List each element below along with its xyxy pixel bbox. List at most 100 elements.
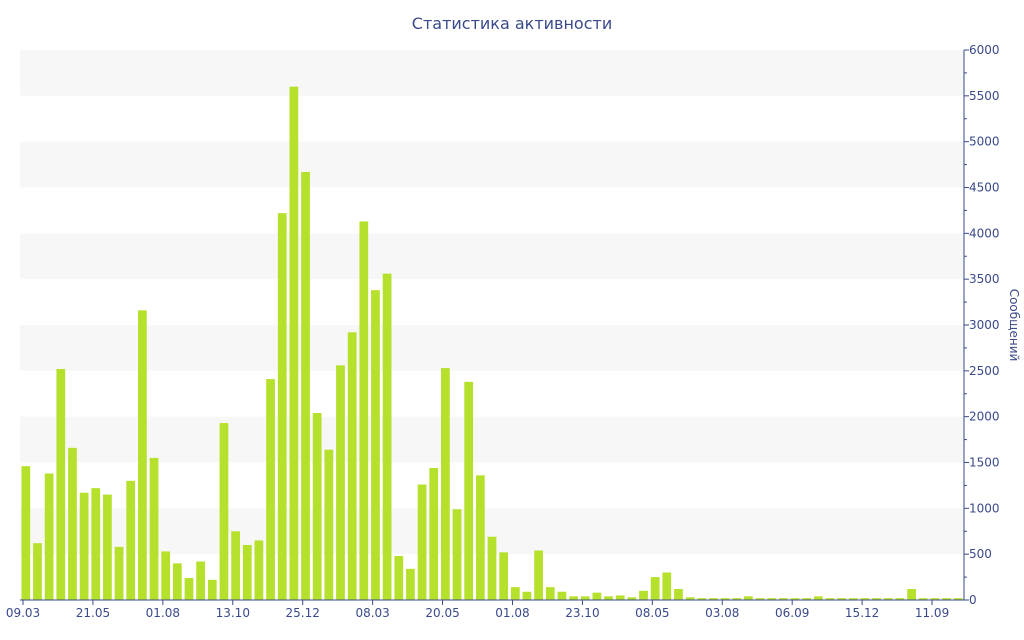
y-tick-label: 5500: [969, 89, 1000, 103]
bar[interactable]: [580, 596, 590, 600]
bar[interactable]: [452, 509, 462, 600]
bar[interactable]: [44, 473, 54, 601]
bar[interactable]: [674, 589, 683, 600]
bar[interactable]: [522, 591, 532, 600]
bar[interactable]: [662, 572, 672, 601]
bar[interactable]: [289, 86, 299, 601]
bar[interactable]: [545, 587, 555, 600]
bar[interactable]: [406, 568, 415, 600]
bar[interactable]: [196, 561, 206, 601]
bar[interactable]: [21, 466, 31, 600]
bar[interactable]: [417, 484, 427, 601]
bar[interactable]: [161, 551, 171, 600]
x-tick-label: 01.08: [495, 606, 529, 620]
bar[interactable]: [860, 598, 870, 600]
grid-band: [20, 50, 964, 96]
bar[interactable]: [184, 578, 194, 600]
bar[interactable]: [464, 381, 474, 600]
bar[interactable]: [301, 171, 310, 601]
bar[interactable]: [138, 310, 147, 600]
y-tick-label: 2000: [969, 410, 1000, 424]
y-tick-label: 3000: [969, 318, 1000, 332]
y-tick-label: 3500: [969, 272, 1000, 286]
bar[interactable]: [872, 598, 881, 600]
x-tick-label: 15.12: [845, 606, 879, 620]
y-tick-label: 4000: [969, 226, 1000, 240]
y-axis-ticks: 0 500 1000 1500 2000 2500 3000 3500 4000 4500 5000…: [964, 43, 1000, 607]
bar[interactable]: [359, 221, 369, 601]
bar[interactable]: [534, 550, 543, 601]
bar[interactable]: [487, 536, 497, 600]
bar[interactable]: [126, 480, 136, 600]
bar[interactable]: [767, 598, 777, 600]
x-tick-label: 20.05: [425, 606, 459, 620]
bar[interactable]: [813, 596, 823, 600]
bar[interactable]: [697, 598, 707, 600]
bar[interactable]: [91, 488, 101, 600]
bar[interactable]: [277, 213, 287, 601]
bar[interactable]: [685, 597, 695, 600]
bar[interactable]: [429, 468, 439, 600]
bar[interactable]: [720, 598, 730, 600]
bar[interactable]: [918, 598, 928, 600]
bar[interactable]: [242, 545, 252, 600]
bar[interactable]: [371, 290, 380, 600]
bar[interactable]: [744, 596, 753, 600]
chart-title: Статистика активности: [411, 14, 613, 33]
x-tick-label: 08.05: [635, 606, 669, 620]
bar[interactable]: [499, 552, 509, 600]
x-tick-label: 25.12: [286, 606, 320, 620]
y-tick-label: 6000: [969, 43, 1000, 57]
bar[interactable]: [907, 589, 916, 600]
bar[interactable]: [615, 595, 625, 600]
x-tick-label: 23.10: [565, 606, 599, 620]
y-tick-label: 2500: [969, 364, 1000, 378]
bar[interactable]: [848, 598, 858, 600]
bar[interactable]: [592, 592, 602, 600]
bar[interactable]: [639, 590, 648, 600]
bar[interactable]: [883, 598, 893, 600]
bar[interactable]: [441, 368, 450, 600]
bar[interactable]: [778, 598, 788, 600]
bar[interactable]: [33, 543, 42, 600]
bar[interactable]: [790, 598, 800, 600]
bar[interactable]: [336, 365, 345, 600]
bar[interactable]: [802, 598, 812, 600]
bar[interactable]: [709, 598, 718, 600]
bar[interactable]: [103, 494, 112, 600]
bar[interactable]: [475, 475, 485, 600]
bar[interactable]: [394, 556, 404, 600]
bar[interactable]: [942, 598, 951, 600]
bar[interactable]: [604, 596, 613, 600]
bar[interactable]: [930, 598, 940, 600]
bar[interactable]: [755, 598, 765, 600]
bar[interactable]: [149, 457, 159, 600]
bar[interactable]: [569, 596, 578, 600]
bar[interactable]: [324, 449, 334, 600]
bar[interactable]: [266, 379, 275, 600]
bar[interactable]: [172, 563, 182, 600]
bar[interactable]: [79, 492, 89, 600]
bar[interactable]: [825, 598, 835, 600]
bar[interactable]: [231, 531, 240, 600]
bar[interactable]: [837, 598, 846, 600]
bar[interactable]: [627, 597, 637, 600]
bar[interactable]: [650, 577, 660, 600]
bar[interactable]: [56, 369, 66, 600]
bar[interactable]: [557, 591, 567, 600]
x-tick-label: 09.03: [6, 606, 40, 620]
bar[interactable]: [382, 273, 392, 600]
bar[interactable]: [895, 598, 905, 600]
bar[interactable]: [254, 540, 264, 600]
bar[interactable]: [68, 447, 77, 600]
x-tick-label: 03.08: [705, 606, 739, 620]
bar[interactable]: [312, 413, 322, 600]
bar[interactable]: [347, 332, 357, 600]
bar[interactable]: [114, 546, 124, 600]
bar[interactable]: [510, 587, 520, 600]
bar[interactable]: [732, 598, 742, 600]
bar[interactable]: [207, 579, 217, 600]
x-tick-label: 11.09: [915, 606, 949, 620]
bar[interactable]: [219, 423, 229, 600]
bar[interactable]: [953, 598, 963, 600]
